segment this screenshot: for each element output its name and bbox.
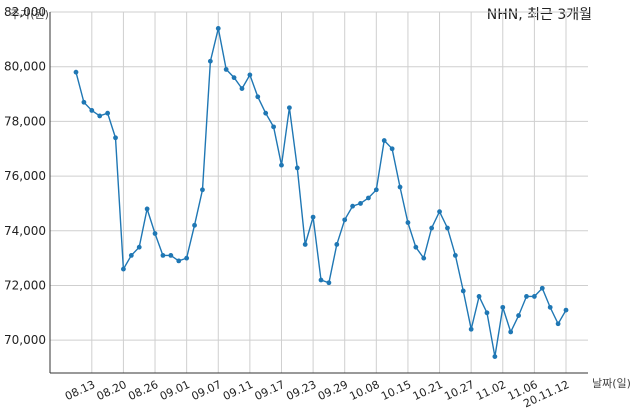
data-point	[184, 255, 190, 261]
x-tick-label: 10.27	[442, 378, 476, 403]
data-point	[286, 105, 292, 111]
data-point	[413, 244, 419, 250]
y-tick-label: 82,000	[4, 5, 46, 19]
data-point	[89, 108, 95, 113]
data-point	[531, 294, 537, 299]
data-point	[152, 231, 158, 236]
y-tick-label: 74,000	[4, 224, 46, 238]
data-point	[437, 209, 442, 215]
data-point	[563, 307, 569, 313]
data-point	[255, 94, 261, 100]
x-tick-label: 09.11	[221, 378, 255, 403]
data-point	[136, 244, 142, 250]
data-point	[168, 253, 174, 258]
data-point	[318, 277, 324, 283]
data-point	[81, 99, 87, 105]
data-point	[366, 195, 371, 201]
data-point	[247, 72, 253, 78]
data-point	[294, 165, 300, 171]
data-point	[223, 67, 229, 72]
data-point	[342, 217, 348, 223]
x-tick-label: 09.23	[284, 378, 318, 403]
data-point	[429, 225, 435, 231]
x-tick-label: 08.20	[95, 378, 129, 403]
data-point	[105, 110, 111, 116]
data-point	[302, 242, 308, 247]
data-point	[547, 304, 553, 310]
data-point	[397, 184, 403, 190]
data-point	[508, 329, 514, 335]
data-point	[200, 187, 205, 193]
data-point	[476, 294, 482, 299]
data-point	[73, 69, 79, 75]
data-point	[215, 26, 221, 31]
x-tick-label: 10.21	[411, 378, 445, 403]
data-point	[389, 146, 395, 152]
y-tick-label: 70,000	[4, 333, 46, 347]
data-point	[121, 266, 126, 272]
data-point	[144, 206, 150, 212]
y-axis-label: 주가(원)	[10, 8, 49, 21]
x-tick-label: 10.15	[379, 378, 413, 403]
x-tick-label: 09.17	[253, 378, 287, 403]
data-point	[239, 86, 245, 91]
x-tick-label: 09.07	[189, 378, 223, 403]
data-point	[310, 214, 316, 220]
series-line	[75, 28, 567, 357]
y-tick-label: 80,000	[4, 60, 46, 74]
data-point	[350, 203, 356, 209]
data-point	[192, 222, 197, 228]
data-point	[445, 225, 450, 231]
data-point	[263, 110, 269, 116]
x-tick-label: 08.13	[63, 378, 97, 403]
y-tick-label: 78,000	[4, 114, 46, 128]
data-point	[405, 220, 411, 225]
data-point	[468, 326, 474, 332]
x-tick-label: 09.01	[158, 378, 192, 403]
data-point	[421, 255, 427, 261]
data-point	[113, 135, 118, 141]
data-point	[231, 75, 237, 81]
data-point	[334, 242, 340, 247]
data-point	[207, 58, 213, 64]
x-axis-label: 날짜(일)	[592, 377, 631, 390]
y-tick-label: 72,000	[4, 278, 46, 292]
x-tick-label: 09.29	[316, 378, 350, 403]
data-point	[460, 288, 466, 294]
data-point	[484, 310, 490, 316]
x-tick-label: 10.08	[348, 378, 382, 403]
data-point	[452, 253, 458, 258]
data-point	[279, 162, 284, 168]
data-point	[516, 313, 521, 318]
data-point	[176, 258, 182, 264]
data-point	[271, 124, 276, 130]
x-tick-label: 08.26	[126, 378, 160, 403]
data-point	[358, 201, 363, 206]
data-point	[160, 253, 166, 258]
data-point	[373, 187, 379, 193]
data-point	[97, 113, 103, 119]
data-point	[492, 354, 498, 359]
y-tick-label: 76,000	[4, 169, 46, 183]
data-point	[539, 285, 545, 291]
x-tick-label: 11.02	[474, 378, 508, 403]
data-point	[524, 294, 529, 299]
data-point	[500, 304, 506, 310]
data-point	[555, 321, 561, 327]
data-point	[381, 138, 387, 143]
data-point	[326, 280, 332, 286]
data-point	[128, 253, 134, 258]
